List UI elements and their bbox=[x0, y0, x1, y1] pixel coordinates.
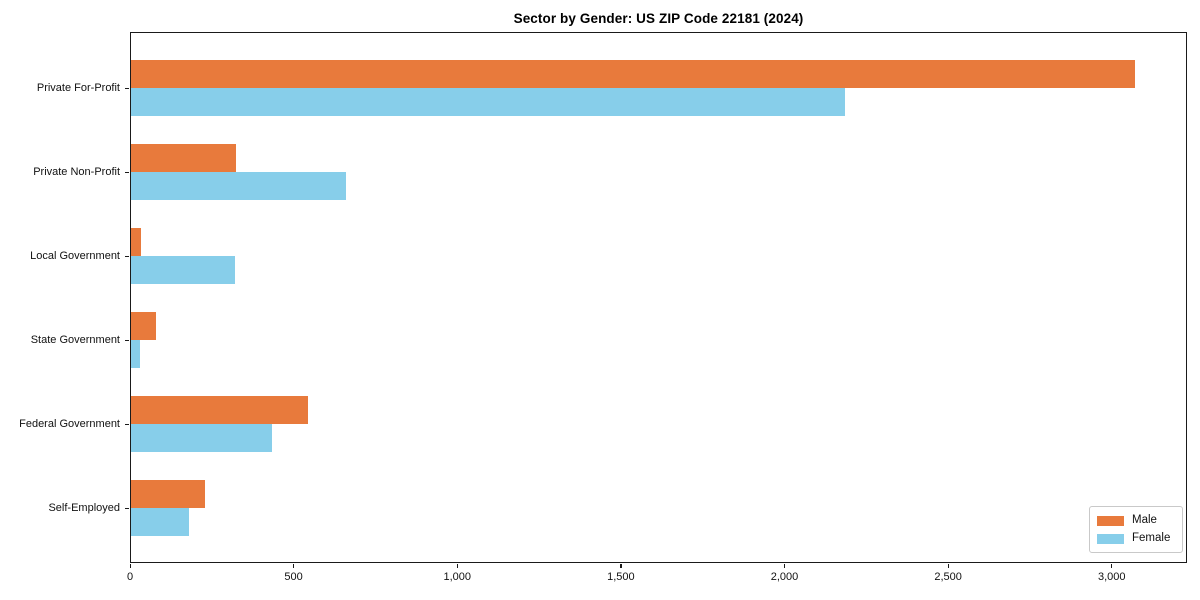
x-tick-mark bbox=[129, 564, 131, 568]
bar-male-state-government bbox=[131, 312, 157, 340]
plot-area bbox=[130, 32, 1187, 563]
bar-female-self-employed bbox=[131, 508, 189, 536]
bar-female-private-non-profit bbox=[131, 172, 346, 200]
y-tick-mark bbox=[125, 255, 129, 257]
y-tick-mark bbox=[125, 423, 129, 425]
bar-female-state-government bbox=[131, 340, 140, 368]
x-tick-label: 0 bbox=[126, 571, 134, 583]
bar-male-private-for-profit bbox=[131, 60, 1135, 88]
x-tick-label: 2,000 bbox=[770, 571, 799, 583]
legend-label: Male bbox=[1132, 514, 1157, 526]
x-tick-mark bbox=[1111, 564, 1113, 568]
x-tick-mark bbox=[293, 564, 295, 568]
x-tick-label: 500 bbox=[284, 571, 303, 583]
x-tick-label: 2,500 bbox=[934, 571, 962, 583]
y-tick-label: Federal Government bbox=[19, 418, 120, 430]
x-tick-mark bbox=[947, 564, 949, 568]
bar-male-federal-government bbox=[131, 396, 309, 424]
x-tick-mark bbox=[783, 564, 786, 568]
bar-male-self-employed bbox=[131, 480, 206, 508]
bar-female-federal-government bbox=[131, 424, 273, 452]
y-tick-mark bbox=[125, 87, 129, 89]
bar-female-local-government bbox=[131, 256, 235, 284]
bar-female-private-for-profit bbox=[131, 88, 846, 116]
y-tick-mark bbox=[125, 507, 129, 509]
y-tick-mark bbox=[125, 339, 129, 341]
legend: Male Female bbox=[1089, 506, 1183, 553]
x-tick-mark bbox=[620, 564, 622, 568]
legend-swatch-female bbox=[1097, 533, 1124, 544]
legend-swatch-male bbox=[1097, 515, 1124, 526]
bar-male-private-non-profit bbox=[131, 144, 237, 172]
legend-entry-female: Female bbox=[1097, 532, 1175, 545]
y-tick-label: State Government bbox=[30, 334, 120, 346]
x-tick-label: 1,500 bbox=[607, 571, 635, 583]
y-tick-label: Private For-Profit bbox=[36, 82, 120, 94]
chart-title: Sector by Gender: US ZIP Code 22181 (202… bbox=[513, 11, 804, 26]
y-tick-label: Local Government bbox=[30, 250, 120, 262]
x-tick-label: 1,000 bbox=[443, 571, 471, 583]
bar-male-local-government bbox=[131, 228, 142, 256]
y-tick-label: Self-Employed bbox=[48, 502, 120, 514]
legend-entry-male: Male bbox=[1097, 514, 1175, 527]
y-tick-label: Private Non-Profit bbox=[33, 166, 120, 178]
y-tick-mark bbox=[125, 171, 129, 173]
legend-label: Female bbox=[1132, 532, 1171, 544]
x-tick-mark bbox=[456, 564, 458, 568]
x-tick-label: 3,000 bbox=[1097, 571, 1126, 583]
